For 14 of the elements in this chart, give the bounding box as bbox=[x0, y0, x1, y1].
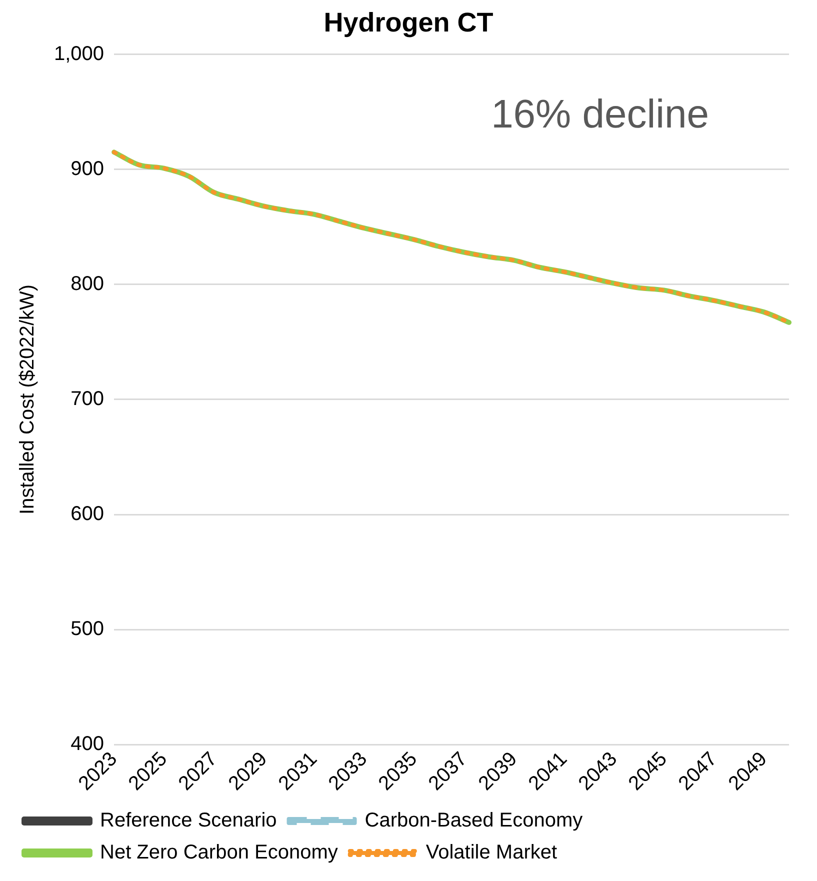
y-tick-label: 600 bbox=[70, 503, 104, 526]
y-tick-label: 500 bbox=[70, 618, 104, 640]
annotation: 16% decline bbox=[491, 92, 710, 136]
y-axis-title: Installed Cost ($2022/kW) bbox=[16, 284, 39, 515]
legend-label: Volatile Market bbox=[426, 842, 558, 864]
y-tick-label: 700 bbox=[70, 388, 104, 410]
legend-label: Net Zero Carbon Economy bbox=[100, 842, 338, 864]
y-tick-label: 1,000 bbox=[54, 42, 104, 65]
legend-label: Carbon-Based Economy bbox=[364, 810, 583, 832]
chart-title: Hydrogen CT bbox=[324, 8, 494, 38]
y-tick-label: 800 bbox=[70, 272, 104, 295]
legend-label: Reference Scenario bbox=[100, 810, 277, 832]
y-tick-label: 900 bbox=[70, 158, 104, 180]
y-tick-label: 400 bbox=[70, 733, 104, 756]
